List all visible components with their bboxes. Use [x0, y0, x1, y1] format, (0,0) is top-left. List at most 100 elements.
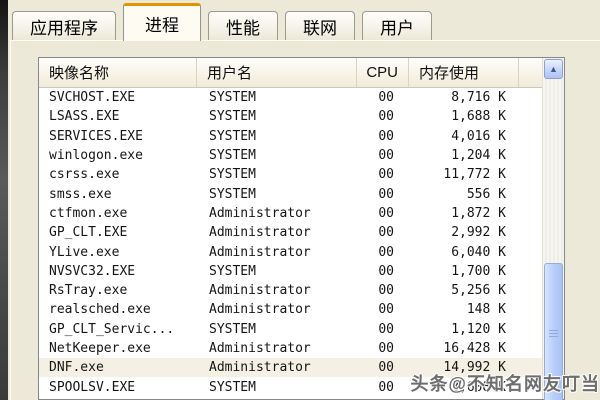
- table-row[interactable]: YLive.exe Administrator 00 6,040 K: [39, 242, 542, 261]
- table-row[interactable]: DNF.exe Administrator 00 14,992 K: [39, 358, 542, 378]
- process-listview: 映像名称 用户名 CPU 内存使用 SVCHOST.EXE SYSTEM 00 8,7…: [38, 57, 565, 400]
- cell-cpu: 00: [378, 302, 394, 318]
- cell-cpu: 00: [378, 167, 394, 183]
- tab-label: 应用程序: [30, 19, 98, 38]
- cell-memory: 5,256 K: [451, 283, 506, 299]
- cell-memory: 3,608 K: [451, 379, 506, 395]
- table-row[interactable]: GP_CLT.EXE Administrator 00 2,992 K: [39, 223, 542, 242]
- cell-image-name: winlogon.exe: [49, 148, 143, 164]
- process-rows: SVCHOST.EXE SYSTEM 00 8,716 K LSASS.EXE …: [39, 88, 542, 399]
- cell-memory: 1,700 K: [451, 263, 506, 279]
- cell-memory: 1,120 K: [451, 321, 506, 337]
- cell-user-name: SYSTEM: [209, 109, 256, 125]
- table-row[interactable]: SVCHOST.EXE SYSTEM 00 8,716 K: [39, 88, 542, 107]
- cell-cpu: 00: [378, 263, 394, 279]
- tab-4[interactable]: 用户: [362, 11, 432, 41]
- cell-user-name: SYSTEM: [209, 167, 256, 183]
- cell-cpu: 00: [378, 205, 394, 221]
- column-header-1[interactable]: 用户名: [197, 58, 357, 87]
- table-row[interactable]: SPOOLSV.EXE SYSTEM 00 3,608 K: [39, 377, 542, 396]
- cell-image-name: ctfmon.exe: [49, 205, 128, 221]
- table-row[interactable]: smss.exe SYSTEM 00 556 K: [39, 184, 542, 203]
- cell-image-name: GP_CLT.EXE: [49, 225, 128, 241]
- table-row[interactable]: ctfmon.exe Administrator 00 1,872 K: [39, 204, 542, 223]
- watermark-text: 头条@不知名网友叮当: [410, 374, 600, 394]
- cell-image-name: SERVICES.EXE: [49, 128, 143, 144]
- cell-cpu: 00: [378, 283, 394, 299]
- scroll-up-icon[interactable]: ▲: [544, 59, 563, 79]
- cell-image-name: LSASS.EXE: [49, 109, 120, 125]
- cell-image-name: SPOOLSV.EXE: [49, 379, 136, 395]
- tab-label: 性能: [226, 19, 260, 38]
- cell-user-name: SYSTEM: [209, 379, 256, 395]
- cell-memory: 14,992 K: [443, 360, 506, 376]
- table-row[interactable]: NVSVC32.EXE SYSTEM 00 1,700 K: [39, 262, 542, 281]
- cell-cpu: 00: [378, 244, 394, 260]
- tab-bar: 应用程序 进程 性能 联网 用户: [12, 3, 432, 41]
- table-row[interactable]: LSASS.EXE SYSTEM 00 1,688 K: [39, 107, 542, 126]
- cell-memory: 1,688 K: [451, 109, 506, 125]
- cell-memory: 16,428 K: [443, 341, 506, 356]
- cell-user-name: Administrator: [209, 205, 311, 221]
- cell-image-name: csrss.exe: [49, 167, 120, 183]
- table-row[interactable]: csrss.exe SYSTEM 00 11,772 K: [39, 165, 542, 184]
- cell-image-name: SVCHOST.EXE: [49, 90, 136, 106]
- column-header-2[interactable]: CPU: [357, 58, 409, 87]
- cell-user-name: Administrator: [209, 244, 311, 260]
- tab-label: 用户: [380, 19, 414, 38]
- column-header-row: 映像名称 用户名 CPU 内存使用: [39, 58, 542, 88]
- table-row[interactable]: GP_CLT_Servic... SYSTEM 00 1,120 K: [39, 320, 542, 339]
- cell-cpu: 00: [378, 186, 394, 202]
- tab-label: 联网: [303, 19, 337, 38]
- cell-memory: 1,204 K: [451, 148, 506, 164]
- cell-user-name: Administrator: [209, 360, 311, 376]
- cell-cpu: 00: [378, 128, 394, 144]
- window-edge-strip: [0, 0, 8, 400]
- cell-user-name: Administrator: [209, 283, 311, 299]
- table-row[interactable]: SERVICES.EXE SYSTEM 00 4,016 K: [39, 127, 542, 146]
- cell-cpu: 00: [378, 360, 394, 376]
- column-header-3[interactable]: 内存使用: [409, 58, 519, 87]
- cell-user-name: Administrator: [209, 302, 311, 318]
- cell-image-name: realsched.exe: [49, 302, 151, 318]
- tab-0[interactable]: 应用程序: [12, 11, 116, 41]
- column-header-filler: [519, 58, 542, 87]
- tab-2[interactable]: 性能: [208, 11, 278, 41]
- cell-image-name: DNF.exe: [49, 360, 104, 376]
- cell-user-name: Administrator: [209, 341, 311, 356]
- cell-user-name: SYSTEM: [209, 128, 256, 144]
- scrollbar-thumb[interactable]: [544, 263, 563, 400]
- tab-label: 进程: [145, 16, 179, 35]
- cell-memory: 148 K: [466, 302, 506, 318]
- cell-cpu: 00: [378, 379, 394, 395]
- cell-memory: 4,016 K: [451, 128, 506, 144]
- cell-memory: 6,040 K: [451, 244, 506, 260]
- table-row[interactable]: RsTray.exe Administrator 00 5,256 K: [39, 281, 542, 300]
- scrollbar-grip-icon: [549, 330, 558, 339]
- cell-image-name: NVSVC32.EXE: [49, 263, 136, 279]
- tab-1[interactable]: 进程: [123, 3, 201, 41]
- cell-memory: 11,772 K: [443, 167, 506, 183]
- table-row[interactable]: winlogon.exe SYSTEM 00 1,204 K: [39, 146, 542, 165]
- cell-image-name: RsTray.exe: [49, 283, 128, 299]
- cell-image-name: smss.exe: [49, 186, 112, 202]
- cell-cpu: 00: [378, 90, 394, 106]
- cell-user-name: SYSTEM: [209, 321, 256, 337]
- cell-image-name: YLive.exe: [49, 244, 120, 260]
- tab-3[interactable]: 联网: [285, 11, 355, 41]
- vertical-scrollbar[interactable]: ▲: [542, 58, 564, 400]
- column-header-0[interactable]: 映像名称: [39, 58, 197, 87]
- cell-user-name: SYSTEM: [209, 148, 256, 164]
- cell-cpu: 00: [378, 225, 394, 241]
- table-row[interactable]: realsched.exe Administrator 00 148 K: [39, 300, 542, 319]
- cell-cpu: 00: [378, 148, 394, 164]
- cell-memory: 8,716 K: [451, 90, 506, 106]
- cell-cpu: 00: [378, 321, 394, 337]
- cell-cpu: 00: [378, 109, 394, 125]
- cell-image-name: GP_CLT_Servic...: [49, 321, 175, 337]
- cell-user-name: SYSTEM: [209, 90, 256, 106]
- cell-memory: 1,872 K: [451, 205, 506, 221]
- cell-cpu: 00: [378, 341, 394, 356]
- table-row[interactable]: NetKeeper.exe Administrator 00 16,428 K: [39, 339, 542, 358]
